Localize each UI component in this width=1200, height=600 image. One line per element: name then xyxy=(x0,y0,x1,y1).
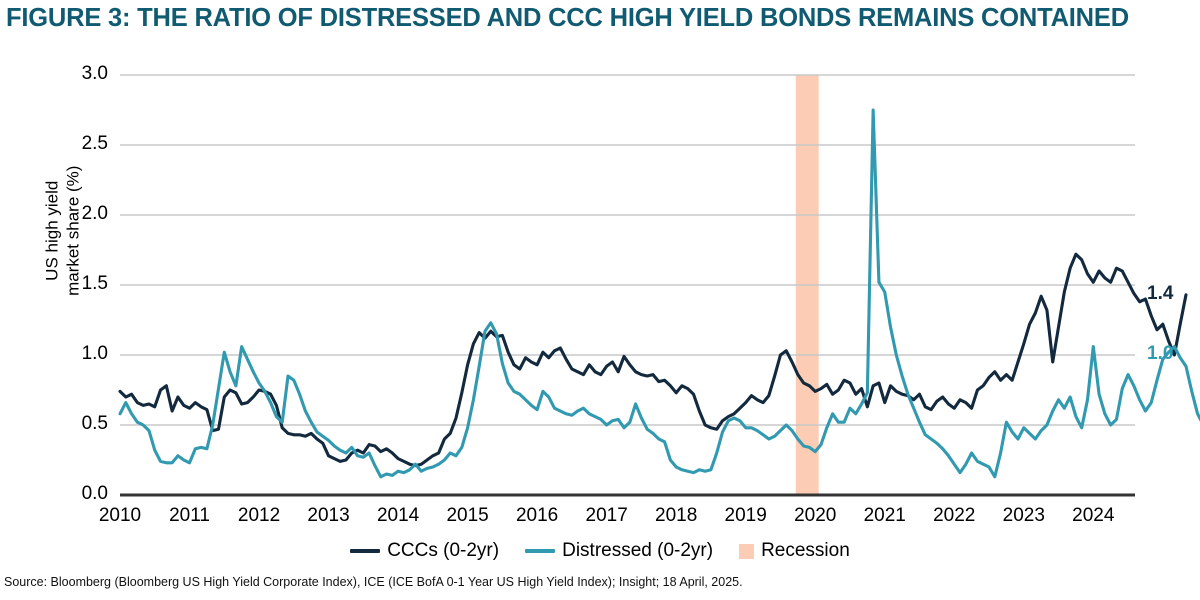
x-axis-tick-label: 2015 xyxy=(446,505,489,526)
x-axis-tick-label: 2023 xyxy=(1002,505,1045,526)
y-axis-tick-label: 1.0 xyxy=(81,343,108,364)
legend-swatch-icon xyxy=(739,543,755,559)
y-axis-tick-label: 2.0 xyxy=(81,203,108,224)
chart-legend: CCCs (0-2yr) Distressed (0-2yr) Recession xyxy=(0,540,1200,562)
legend-item[interactable]: CCCs (0-2yr) xyxy=(350,540,499,562)
series-end-label: 1.0 xyxy=(1147,343,1174,364)
x-axis-tick-label: 2014 xyxy=(376,505,420,526)
x-axis-tick-label: 2024 xyxy=(1072,505,1115,526)
page-title: FIGURE 3: THE RATIO OF DISTRESSED AND CC… xyxy=(6,4,1129,32)
legend-item-label: Distressed (0-2yr) xyxy=(562,540,714,561)
x-axis-tick-label: 2012 xyxy=(237,505,281,526)
legend-line-icon xyxy=(525,549,556,553)
y-axis-tick-label: 0.5 xyxy=(81,413,108,434)
y-axis-tick-label: 0.0 xyxy=(81,483,108,504)
x-axis-tick-label: 2016 xyxy=(515,505,559,526)
x-axis-tick-label: 2022 xyxy=(933,505,976,526)
y-axis-tick-label: 1.5 xyxy=(81,273,108,294)
series-end-label: 1.4 xyxy=(1147,282,1174,304)
legend-item[interactable]: Distressed (0-2yr) xyxy=(525,540,713,562)
legend-item-label: Recession xyxy=(761,540,850,561)
source-note: Source: Bloomberg (Bloomberg US High Yie… xyxy=(4,575,743,589)
x-axis-tick-label: 2019 xyxy=(724,505,767,526)
gridlines xyxy=(120,74,1135,426)
y-axis-tick-label: 2.5 xyxy=(81,133,108,154)
legend-item[interactable]: Recession xyxy=(739,540,850,562)
x-axis-tick-label: 2011 xyxy=(169,505,210,526)
x-axis-tick-label: 2010 xyxy=(98,505,142,526)
series-line xyxy=(118,108,1200,479)
y-axis-tick-label: 3.0 xyxy=(81,63,108,84)
x-axis-tick-label: 2013 xyxy=(307,505,350,526)
x-axis-tick-label: 2020 xyxy=(794,505,837,526)
x-axis-tick-label: 2021 xyxy=(863,505,906,526)
series-lines xyxy=(118,108,1200,479)
x-axis-tick-label: 2017 xyxy=(585,505,628,526)
legend-line-icon xyxy=(350,549,381,553)
series-line xyxy=(118,252,1188,468)
x-axis-tick-label: 2018 xyxy=(655,505,698,526)
legend-item-label: CCCs (0-2yr) xyxy=(387,540,500,561)
